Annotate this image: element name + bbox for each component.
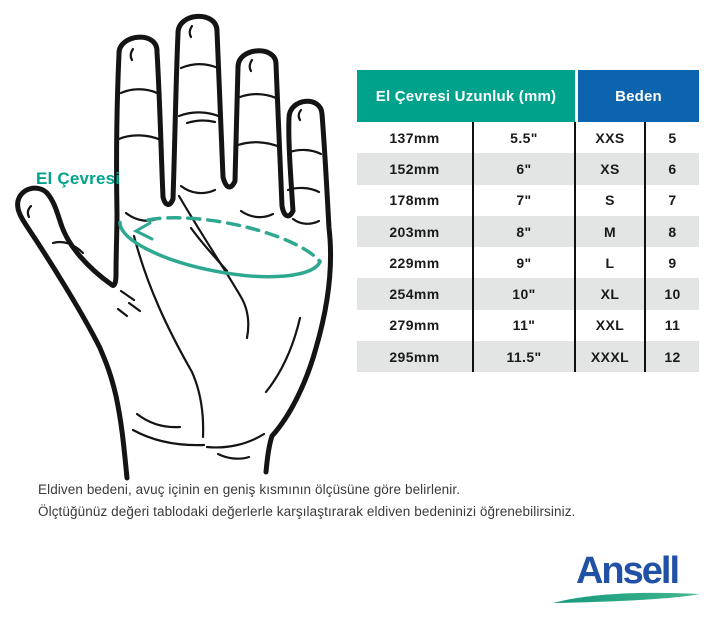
cell-inch: 9"	[474, 247, 576, 279]
cell-size: XXS	[576, 122, 646, 154]
size-table-header: El Çevresi Uzunluk (mm) Beden	[357, 70, 699, 122]
cell-inch: 11.5"	[474, 341, 576, 373]
cell-mm: 152mm	[357, 153, 474, 185]
cell-size: XXL	[576, 309, 646, 342]
cell-inch: 6"	[474, 153, 576, 185]
cell-mm: 137mm	[357, 122, 474, 154]
table-row: 203mm 8" M 8	[357, 215, 699, 248]
cell-size: L	[576, 247, 646, 279]
size-table-body: 137mm 5.5" XXS 5 152mm 6" XS 6 178mm 7" …	[357, 122, 699, 373]
table-row: 137mm 5.5" XXS 5	[357, 122, 699, 154]
cell-num: 6	[668, 160, 677, 177]
cell-inch: 10"	[474, 278, 576, 310]
instruction-line-2: Ölçtüğünüz değeri tablodaki değerlerle k…	[38, 503, 576, 519]
cell-size: XL	[576, 278, 646, 310]
header-girth-length: El Çevresi Uzunluk (mm)	[357, 70, 575, 122]
cell-mm: 229mm	[357, 247, 474, 279]
cell-inch: 5.5"	[474, 122, 576, 154]
table-row: 229mm 9" L 9	[357, 247, 699, 279]
instruction-line-1: Eldiven bedeni, avuç içinin en geniş kıs…	[38, 482, 461, 497]
cell-inch: 11"	[474, 309, 576, 342]
cell-num: 11	[664, 317, 681, 334]
size-table: El Çevresi Uzunluk (mm) Beden 137mm 5.5"…	[357, 70, 699, 373]
cell-num: 12	[664, 348, 681, 365]
cell-size: S	[576, 184, 646, 216]
cell-mm: 254mm	[357, 278, 474, 310]
cell-inch: 7"	[474, 184, 576, 216]
cell-num: 9	[668, 254, 677, 271]
cell-mm: 178mm	[357, 184, 474, 216]
header-size: Beden	[578, 70, 699, 122]
ansell-logo-text: Ansell	[575, 550, 680, 592]
logo-swoosh-icon	[553, 592, 700, 603]
cell-num: 10	[664, 286, 681, 303]
cell-size: M	[576, 215, 646, 248]
hand-drawing-icon	[15, 13, 334, 481]
hand-illustration: El Çevresi	[0, 0, 356, 482]
cell-num: 7	[668, 192, 677, 209]
table-row: 152mm 6" XS 6	[357, 153, 699, 185]
table-row: 295mm 11.5" XXXL 12	[357, 341, 699, 373]
cell-mm: 295mm	[357, 341, 474, 373]
table-row: 178mm 7" S 7	[357, 184, 699, 216]
hand-girth-label: El Çevresi	[36, 169, 121, 188]
cell-mm: 279mm	[357, 309, 474, 342]
cell-num: 5	[668, 129, 677, 146]
table-row: 279mm 11" XXL 11	[357, 309, 699, 342]
ansell-logo: Ansell	[552, 550, 702, 606]
instruction-note: Eldiven bedeni, avuç içinin en geniş kıs…	[38, 479, 698, 522]
cell-num: 8	[668, 223, 677, 240]
cell-inch: 8"	[474, 215, 576, 248]
cell-size: XS	[576, 153, 646, 185]
cell-size: XXXL	[576, 341, 646, 373]
measurement-ellipse-icon	[118, 216, 322, 279]
table-row: 254mm 10" XL 10	[357, 278, 699, 310]
cell-mm: 203mm	[357, 215, 474, 248]
